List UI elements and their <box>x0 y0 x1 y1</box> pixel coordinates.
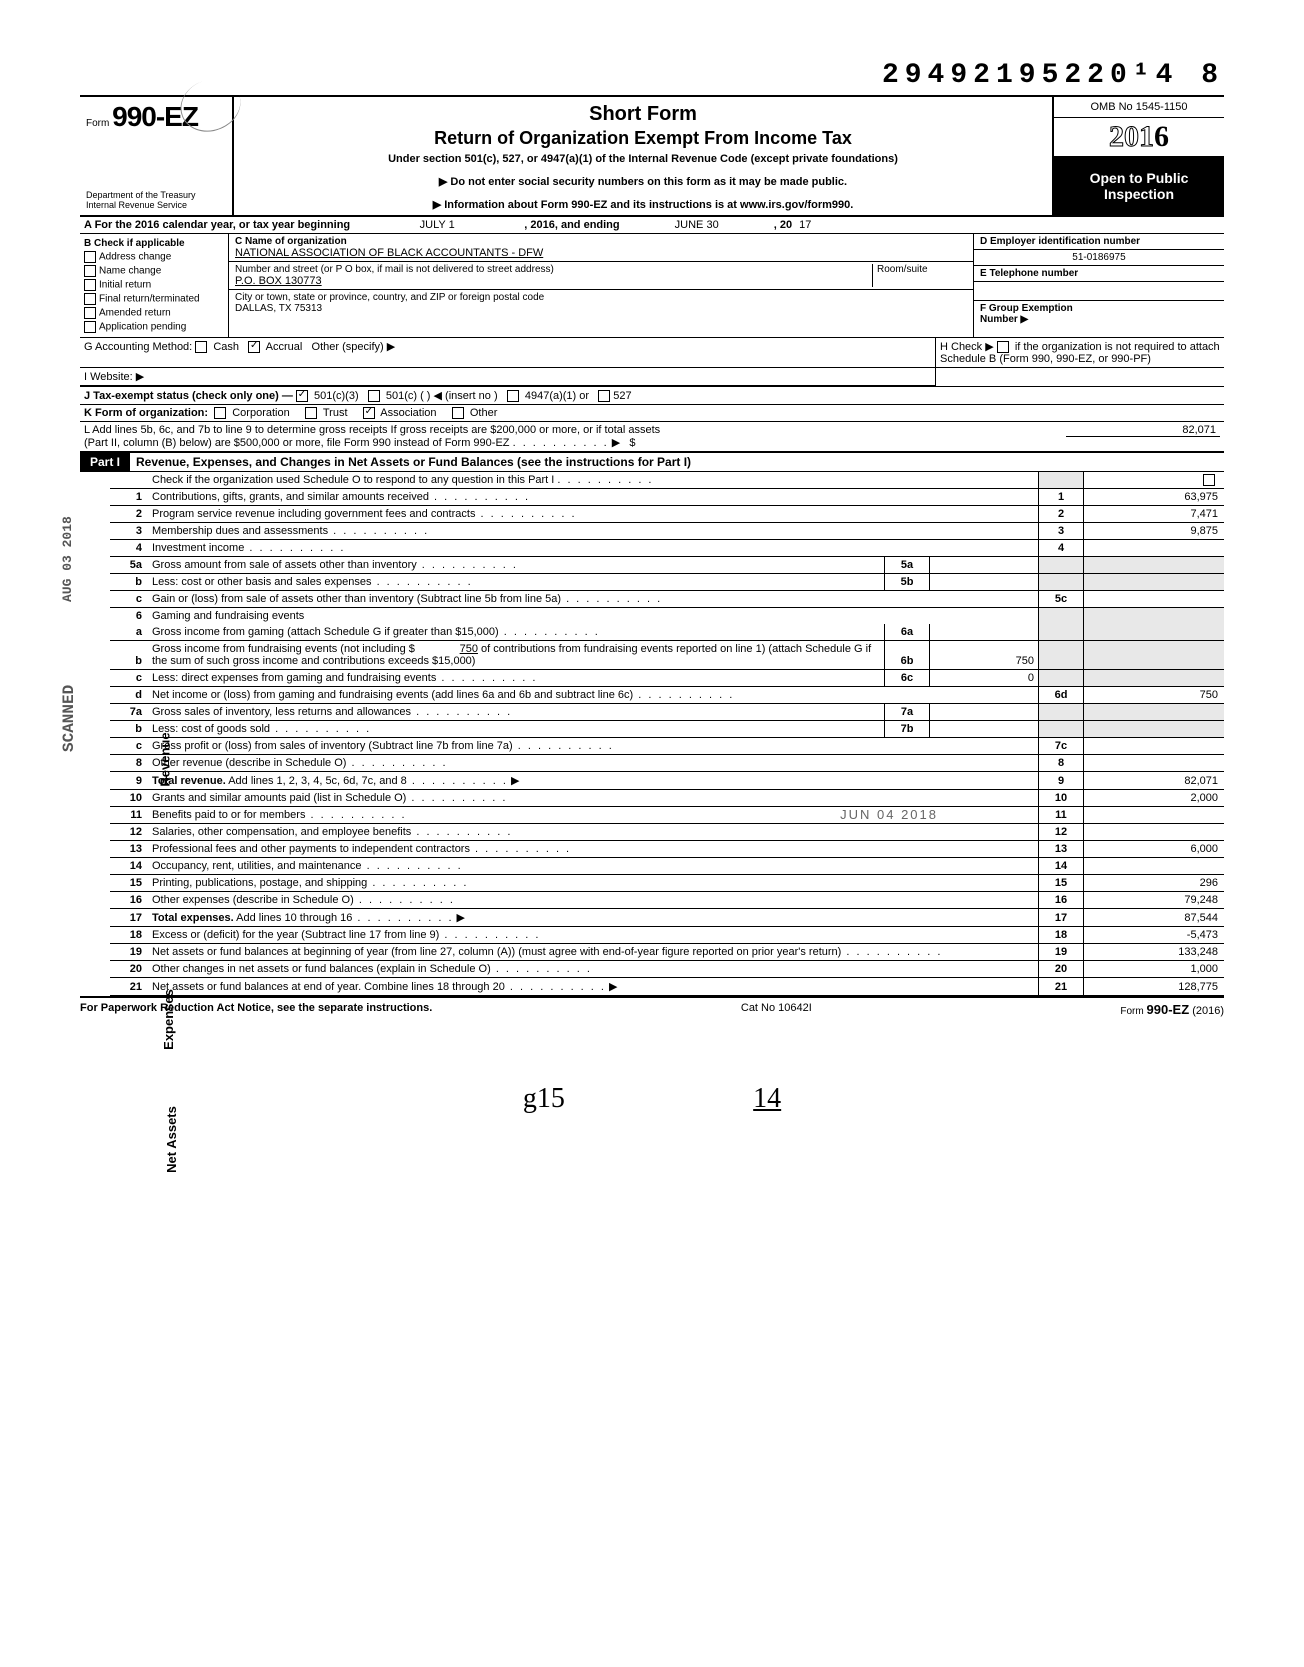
row-L: L Add lines 5b, 6c, and 7b to line 9 to … <box>80 422 1224 453</box>
handwritten-marks: g15 14 <box>80 1081 1224 1115</box>
cb-final-return[interactable] <box>84 293 96 305</box>
field-E-phone-value <box>974 282 1224 301</box>
line-17: 17Total expenses. Add lines 10 through 1… <box>110 909 1224 927</box>
row-I-J: I Website: ▶ <box>80 368 1224 387</box>
stamp-scan-date: AUG 03 2018 <box>60 516 75 602</box>
line-18: 18Excess or (deficit) for the year (Subt… <box>110 927 1224 944</box>
form-lines-table: Check if the organization used Schedule … <box>110 472 1224 996</box>
cb-527[interactable] <box>598 390 610 402</box>
form-note-1: ▶ Do not enter social security numbers o… <box>240 175 1046 188</box>
cb-other-org[interactable] <box>452 407 464 419</box>
field-D-ein-label: D Employer identification number <box>974 234 1224 250</box>
line-7a: 7aGross sales of inventory, less returns… <box>110 704 1224 721</box>
col-B-checkboxes: B Check if applicable Address change Nam… <box>80 234 229 337</box>
row-G-H: G Accounting Method: Cash Accrual Other … <box>80 338 1224 368</box>
cb-application-pending[interactable] <box>84 321 96 333</box>
field-address: Number and street (or P O box, if mail i… <box>229 262 973 290</box>
line-19: 19Net assets or fund balances at beginni… <box>110 944 1224 961</box>
section-label-revenue: Revenue <box>158 733 173 787</box>
page-footer: For Paperwork Reduction Act Notice, see … <box>80 996 1224 1021</box>
line-2: 2Program service revenue including gover… <box>110 506 1224 523</box>
line-14: 14Occupancy, rent, utilities, and mainte… <box>110 858 1224 875</box>
field-org-name: C Name of organization NATIONAL ASSOCIAT… <box>229 234 973 262</box>
line-21: 21Net assets or fund balances at end of … <box>110 978 1224 996</box>
form-subtitle: Under section 501(c), 527, or 4947(a)(1)… <box>240 153 1046 165</box>
line-4: 4Investment income4 <box>110 540 1224 557</box>
cb-amended-return[interactable] <box>84 307 96 319</box>
cb-initial-return[interactable] <box>84 279 96 291</box>
line-6b: bGross income from fundraising events (n… <box>110 641 1224 670</box>
form-header: Form 990-EZ Department of the Treasury I… <box>80 95 1224 217</box>
form-note-2: ▶ Information about Form 990-EZ and its … <box>240 198 1046 211</box>
cb-schedule-o[interactable] <box>1203 474 1215 486</box>
field-F-group-exemption: F Group ExemptionNumber ▶ <box>974 301 1224 327</box>
cb-accrual[interactable] <box>248 341 260 353</box>
row-J: J Tax-exempt status (check only one) — 5… <box>80 387 1224 405</box>
line-A-tax-year: A For the 2016 calendar year, or tax yea… <box>80 217 1224 234</box>
line-13: 13Professional fees and other payments t… <box>110 841 1224 858</box>
section-label-expenses: Expenses <box>161 989 176 1050</box>
line-11: 11Benefits paid to or for members JUN 04… <box>110 807 1224 824</box>
received-stamp-date: JUN 04 2018 <box>840 807 938 822</box>
line-L-amount: 82,071 <box>1066 424 1220 437</box>
line-6a: aGross income from gaming (attach Schedu… <box>110 624 1224 641</box>
cb-corp[interactable] <box>214 407 226 419</box>
line-3: 3Membership dues and assessments39,875 <box>110 523 1224 540</box>
serial-number: 29492195220¹4 8 <box>80 60 1224 91</box>
line-12: 12Salaries, other compensation, and empl… <box>110 824 1224 841</box>
line-16: 16Other expenses (describe in Schedule O… <box>110 892 1224 909</box>
block-B-C-D-E-F: B Check if applicable Address change Nam… <box>80 234 1224 338</box>
line-7b: bLess: cost of goods sold7b <box>110 721 1224 738</box>
row-K: K Form of organization: Corporation Trus… <box>80 405 1224 422</box>
stamp-scanned: SCANNED <box>60 685 78 752</box>
line-5a: 5aGross amount from sale of assets other… <box>110 557 1224 574</box>
tax-year: 2016 <box>1054 118 1224 157</box>
cb-4947[interactable] <box>507 390 519 402</box>
cb-cash[interactable] <box>195 341 207 353</box>
cb-trust[interactable] <box>305 407 317 419</box>
cb-assoc[interactable] <box>363 407 375 419</box>
line-15: 15Printing, publications, postage, and s… <box>110 875 1224 892</box>
line-6c: cLess: direct expenses from gaming and f… <box>110 670 1224 687</box>
line-5b: bLess: cost or other basis and sales exp… <box>110 574 1224 591</box>
department-label: Department of the Treasury Internal Reve… <box>86 191 226 211</box>
cb-name-change[interactable] <box>84 265 96 277</box>
field-city: City or town, state or province, country… <box>229 290 973 316</box>
field-E-phone-label: E Telephone number <box>974 266 1224 282</box>
cb-address-change[interactable] <box>84 251 96 263</box>
cb-501c[interactable] <box>368 390 380 402</box>
field-D-ein-value: 51-0186975 <box>974 250 1224 266</box>
omb-number: OMB No 1545-1150 <box>1054 97 1224 118</box>
line-10: 10Grants and similar amounts paid (list … <box>110 790 1224 807</box>
cb-H[interactable] <box>997 341 1009 353</box>
line-20: 20Other changes in net assets or fund ba… <box>110 961 1224 978</box>
cb-501c3[interactable] <box>296 390 308 402</box>
line-7c: cGross profit or (loss) from sales of in… <box>110 738 1224 755</box>
line-1: 1Contributions, gifts, grants, and simil… <box>110 489 1224 506</box>
section-label-netassets: Net Assets <box>164 1106 179 1173</box>
row-check-schedule-o: Check if the organization used Schedule … <box>110 472 1224 489</box>
form-title-1: Short Form <box>240 103 1046 126</box>
line-5c: cGain or (loss) from sale of assets othe… <box>110 591 1224 608</box>
line-6: 6Gaming and fundraising events <box>110 608 1224 625</box>
form-title-2: Return of Organization Exempt From Incom… <box>240 128 1046 149</box>
line-9: 9Total revenue. Add lines 1, 2, 3, 4, 5c… <box>110 772 1224 790</box>
part-I-header: Part I Revenue, Expenses, and Changes in… <box>80 453 1224 472</box>
line-8: 8Other revenue (describe in Schedule O)8 <box>110 755 1224 772</box>
open-to-public-badge: Open to Public Inspection <box>1054 157 1224 215</box>
line-6d: dNet income or (loss) from gaming and fu… <box>110 687 1224 704</box>
